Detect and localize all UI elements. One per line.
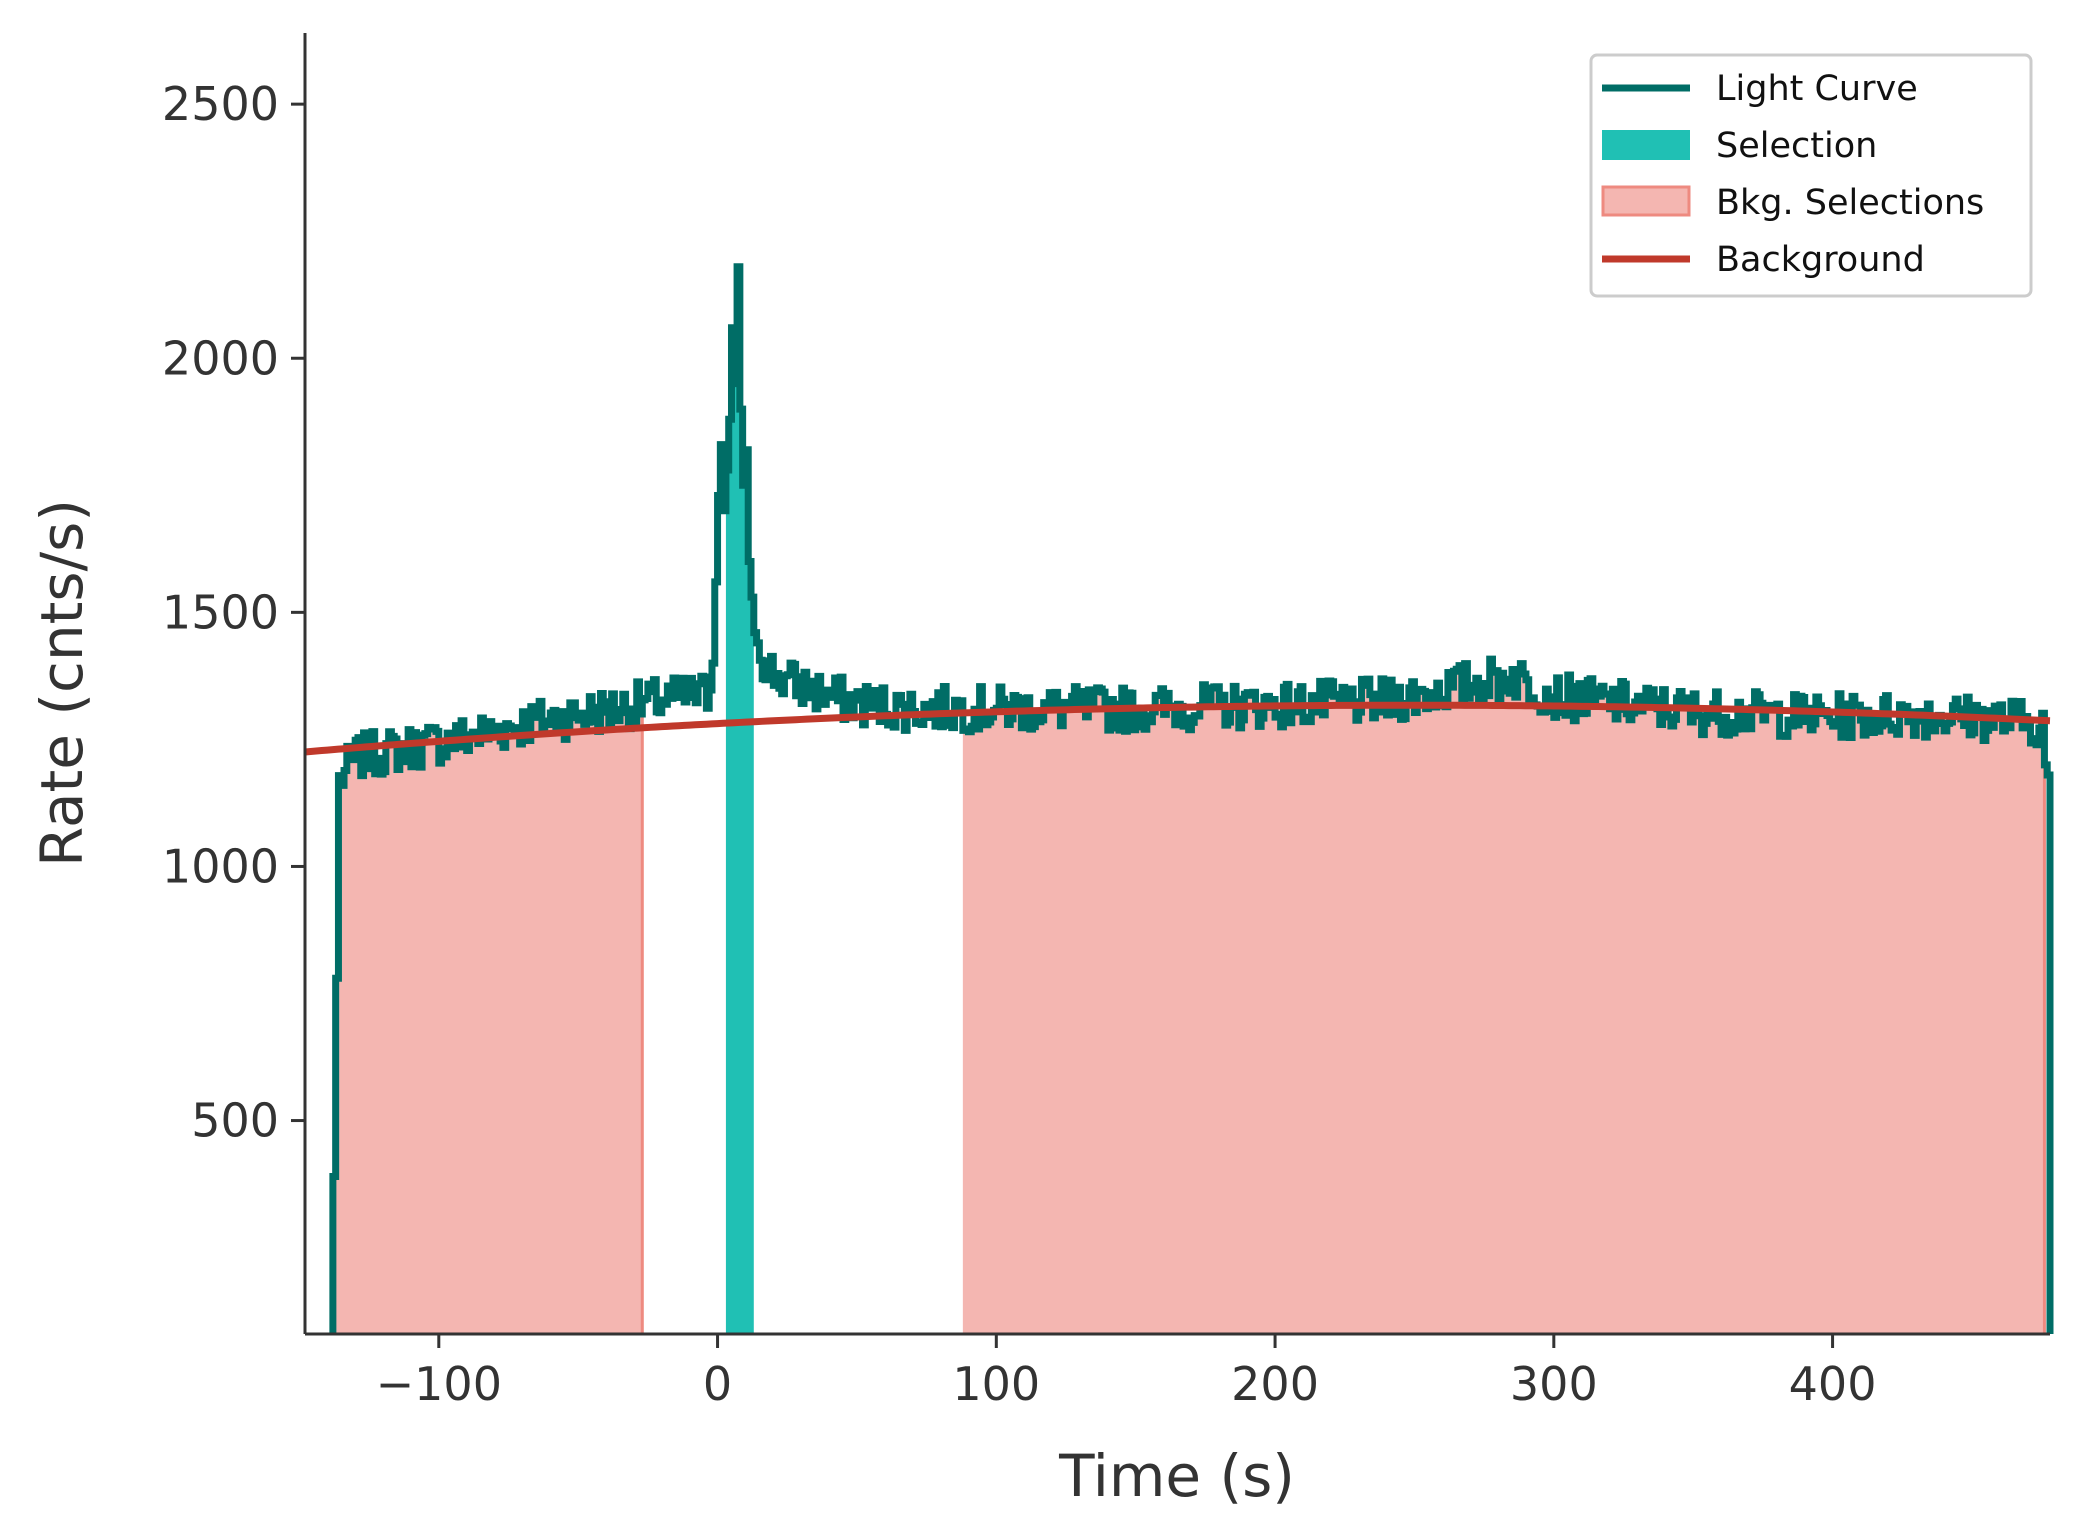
x-axis-ticks: −100 0 100 200 300 400 [376, 1334, 1877, 1411]
bkg-selection-band-1 [335, 681, 643, 1334]
x-tick-label: 100 [952, 1357, 1040, 1411]
y-tick-label: 1000 [162, 839, 279, 893]
bkg-selection-band-2 [962, 659, 2045, 1334]
x-tick-label: 0 [703, 1357, 732, 1411]
legend: Light Curve Selection Bkg. Selections Ba… [1589, 53, 2033, 298]
background-fit-line [304, 701, 2051, 756]
bkg-selection-bands [335, 659, 2046, 1334]
x-axis-title: Time (s) [1058, 1442, 1295, 1510]
x-tick-label: 400 [1789, 1357, 1877, 1411]
x-tick-label: −100 [376, 1357, 502, 1411]
light-curve-line [329, 263, 2054, 1334]
y-tick-label: 2000 [162, 331, 279, 385]
legend-label-light-curve: Light Curve [1716, 69, 1918, 109]
legend-swatch-bkg-selections [1601, 185, 1691, 217]
y-tick-label: 2500 [162, 77, 279, 131]
y-axis-title: Rate (cnts/s) [28, 499, 96, 867]
y-axis-ticks: 500 1000 1500 2000 2500 [162, 77, 305, 1148]
y-tick-label: 1500 [162, 585, 279, 639]
x-tick-label: 300 [1510, 1357, 1598, 1411]
legend-swatch-selection [1602, 130, 1690, 160]
legend-frame [1589, 53, 2033, 298]
plot-area [304, 263, 2054, 1334]
legend-label-background: Background [1716, 240, 1925, 280]
x-tick-label: 200 [1231, 1357, 1319, 1411]
y-tick-label: 500 [191, 1094, 279, 1148]
legend-label-bkg-selections: Bkg. Selections [1716, 183, 1984, 223]
legend-label-selection: Selection [1716, 126, 1877, 166]
